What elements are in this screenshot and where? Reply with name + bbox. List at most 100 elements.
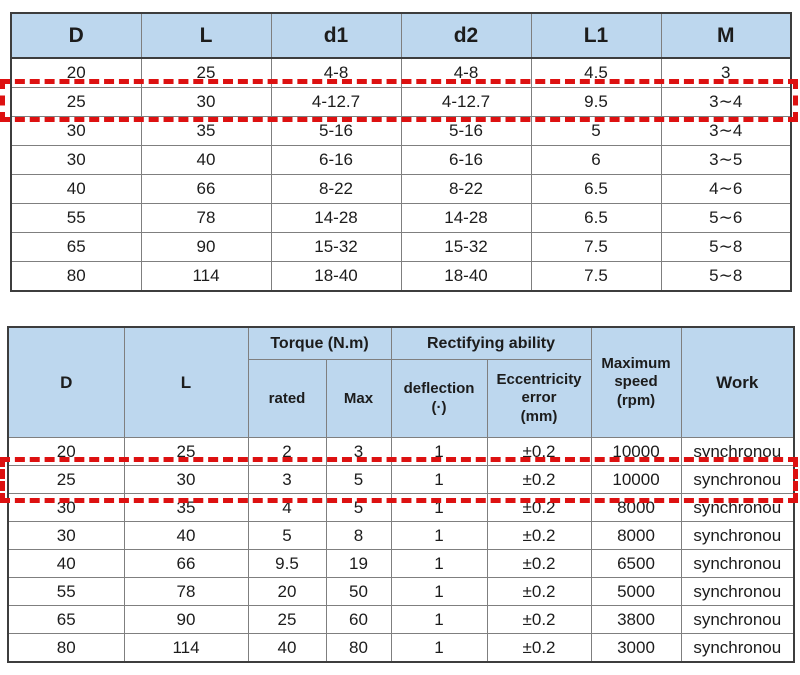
column-header-d: D xyxy=(7,326,125,438)
table-cell: 6.5 xyxy=(530,174,662,204)
column-header-rated: rated xyxy=(247,359,327,438)
table-row: 30 40 6-16 6-16 6 3∼5 xyxy=(10,145,792,175)
table-cell: 8000 xyxy=(590,493,682,522)
column-header-d: D xyxy=(10,12,142,59)
table-cell: 8-22 xyxy=(270,174,402,204)
dimensions-header-row: D L d1 d2 L1 M xyxy=(10,12,792,59)
table-cell: 30 xyxy=(7,493,125,522)
column-header-d2: d2 xyxy=(400,12,532,59)
table-cell: synchronou xyxy=(680,549,795,578)
table-row: 30 40 5 8 1 ±0.2 8000 synchronou xyxy=(7,521,795,550)
table-row: 25 30 4-12.7 4-12.7 9.5 3∼4 xyxy=(10,87,792,117)
table-row: 65 90 25 60 1 ±0.2 3800 synchronou xyxy=(7,605,795,634)
table-cell: 50 xyxy=(325,577,392,606)
table-row: 80 114 18-40 18-40 7.5 5∼8 xyxy=(10,261,792,292)
column-header-d1: d1 xyxy=(270,12,402,59)
table-row: 80 114 40 80 1 ±0.2 3000 synchronou xyxy=(7,633,795,663)
table-cell: 4.5 xyxy=(530,57,662,88)
table-cell: 35 xyxy=(123,493,249,522)
table-cell: 10000 xyxy=(590,465,682,494)
column-header-deflection: deflection (·) xyxy=(390,359,488,438)
table-cell: 5-16 xyxy=(400,116,532,146)
table-cell: 5 xyxy=(325,493,392,522)
performance-table: D L Torque (N.m) Rectifying ability Maxi… xyxy=(7,326,796,663)
table-cell: 78 xyxy=(123,577,249,606)
table-cell: 114 xyxy=(123,633,249,663)
table-cell: ±0.2 xyxy=(486,437,592,466)
table-cell: synchronou xyxy=(680,493,795,522)
table-cell: 1 xyxy=(390,549,488,578)
column-header-l1: L1 xyxy=(530,12,662,59)
table-cell: 4-8 xyxy=(270,57,402,88)
table-cell: 3000 xyxy=(590,633,682,663)
table-cell: 40 xyxy=(7,549,125,578)
table-cell: 90 xyxy=(123,605,249,634)
table-cell: 35 xyxy=(140,116,272,146)
table-cell: 6-16 xyxy=(270,145,402,175)
table-cell: 1 xyxy=(390,521,488,550)
table-cell: 6-16 xyxy=(400,145,532,175)
table-cell: 65 xyxy=(10,232,142,262)
table-cell: 5∼6 xyxy=(660,203,792,233)
table-cell: 4-12.7 xyxy=(400,87,532,117)
table-row: 20 25 2 3 1 ±0.2 10000 synchronou xyxy=(7,437,795,466)
table-cell: 5 xyxy=(325,465,392,494)
table-cell: 7.5 xyxy=(530,232,662,262)
table-cell: 18-40 xyxy=(270,261,402,292)
dimensions-table: D L d1 d2 L1 M 20 25 4-8 4-8 4.5 3 25 30 4-12.7 4… xyxy=(10,12,792,292)
table-cell: 4 xyxy=(247,493,327,522)
table-cell: 5∼8 xyxy=(660,261,792,292)
table-cell: 66 xyxy=(123,549,249,578)
table-cell: 55 xyxy=(7,577,125,606)
table-cell: 8000 xyxy=(590,521,682,550)
table-cell: 30 xyxy=(123,465,249,494)
table-row: 25 30 3 5 1 ±0.2 10000 synchronou xyxy=(7,465,795,494)
table-cell: 9.5 xyxy=(530,87,662,117)
column-header-l: L xyxy=(140,12,272,59)
column-group-rectifying: Rectifying ability xyxy=(390,326,592,360)
table-cell: 19 xyxy=(325,549,392,578)
table-cell: 40 xyxy=(10,174,142,204)
table-cell: 1 xyxy=(390,605,488,634)
table-cell: 4-8 xyxy=(400,57,532,88)
table-cell: 65 xyxy=(7,605,125,634)
table-cell: 8-22 xyxy=(400,174,532,204)
table-cell: 10000 xyxy=(590,437,682,466)
table-cell: 14-28 xyxy=(270,203,402,233)
table-cell: 20 xyxy=(10,57,142,88)
table-cell: ±0.2 xyxy=(486,493,592,522)
table-cell: 20 xyxy=(7,437,125,466)
table-cell: 4∼6 xyxy=(660,174,792,204)
table-cell: 4-12.7 xyxy=(270,87,402,117)
table-cell: 3 xyxy=(325,437,392,466)
table-cell: 25 xyxy=(140,57,272,88)
table-cell: synchronou xyxy=(680,605,795,634)
table-cell: 5-16 xyxy=(270,116,402,146)
table-cell: synchronou xyxy=(680,437,795,466)
table-cell: 1 xyxy=(390,633,488,663)
table-cell: 25 xyxy=(123,437,249,466)
table-cell: 6 xyxy=(530,145,662,175)
table-cell: 40 xyxy=(123,521,249,550)
table-cell: 30 xyxy=(7,521,125,550)
table-cell: 80 xyxy=(7,633,125,663)
table-cell: 6.5 xyxy=(530,203,662,233)
table-cell: 80 xyxy=(325,633,392,663)
table-cell: 40 xyxy=(247,633,327,663)
table-cell: 3∼4 xyxy=(660,116,792,146)
table-row: 55 78 20 50 1 ±0.2 5000 synchronou xyxy=(7,577,795,606)
column-header-m: M xyxy=(660,12,792,59)
performance-header-row-top: D L Torque (N.m) Rectifying ability Maxi… xyxy=(7,326,795,438)
table-cell: ±0.2 xyxy=(486,577,592,606)
table-cell: 78 xyxy=(140,203,272,233)
table-row: 65 90 15-32 15-32 7.5 5∼8 xyxy=(10,232,792,262)
table-cell: 3 xyxy=(247,465,327,494)
table-cell: ±0.2 xyxy=(486,465,592,494)
column-group-torque: Torque (N.m) xyxy=(247,326,392,360)
table-cell: 20 xyxy=(247,577,327,606)
table-row: 30 35 5-16 5-16 5 3∼4 xyxy=(10,116,792,146)
table-cell: 5∼8 xyxy=(660,232,792,262)
table-cell: ±0.2 xyxy=(486,549,592,578)
table-row: 40 66 9.5 19 1 ±0.2 6500 synchronou xyxy=(7,549,795,578)
table-row: 30 35 4 5 1 ±0.2 8000 synchronou xyxy=(7,493,795,522)
